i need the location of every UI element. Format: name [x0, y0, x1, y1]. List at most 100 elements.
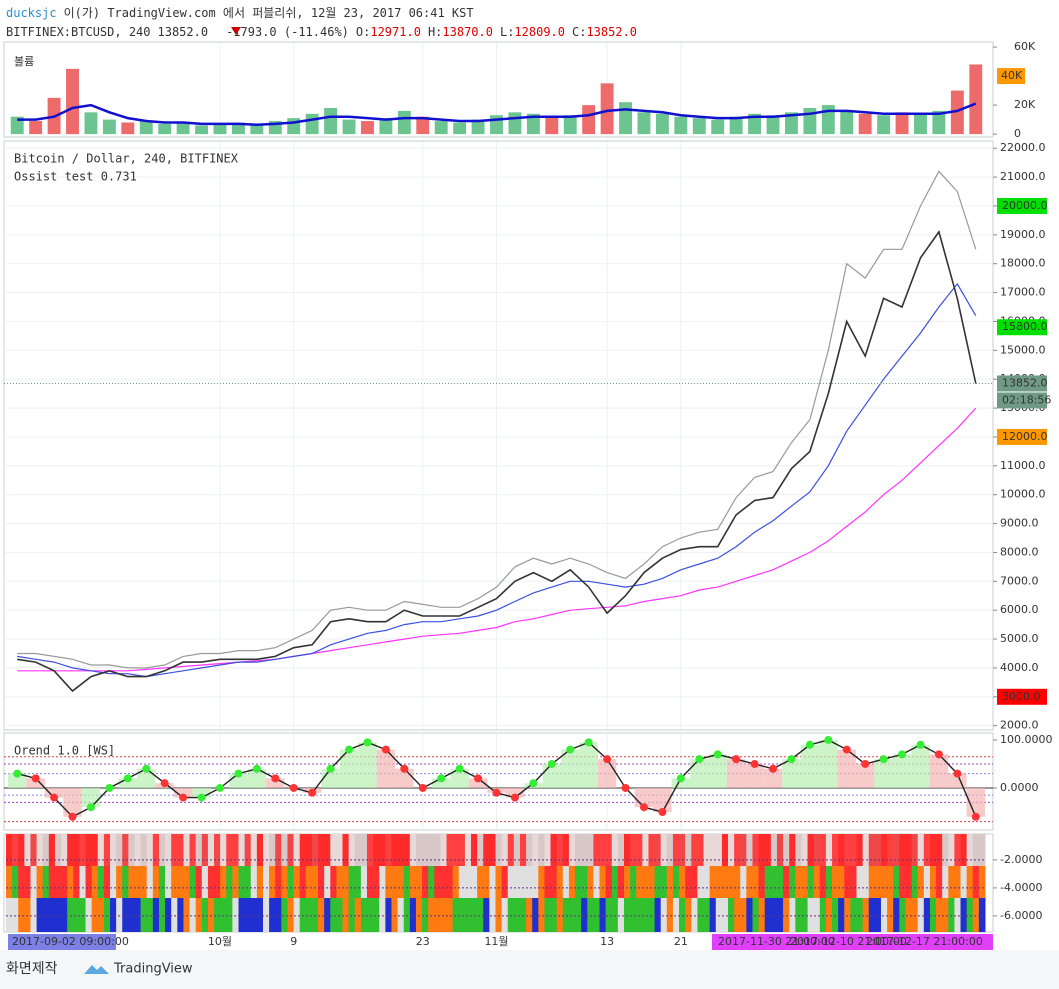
heat-cell — [165, 866, 172, 898]
heat-cell — [269, 898, 276, 932]
heat-cell — [214, 866, 221, 898]
heat-cell — [734, 898, 741, 932]
footer-brand[interactable]: TradingView — [113, 962, 193, 977]
range-box — [8, 934, 116, 950]
heat-cell — [538, 834, 545, 866]
heat-cell — [642, 866, 649, 898]
heat-cell — [617, 898, 625, 932]
volume-bar — [784, 112, 798, 135]
x-tick-label: 21 — [674, 935, 688, 948]
heat-cell — [336, 866, 344, 898]
osc-dot — [68, 812, 77, 821]
volume-bar — [637, 112, 651, 135]
heat-cell — [948, 866, 955, 898]
osc-dot — [252, 764, 261, 773]
heat-cell — [648, 898, 656, 932]
osc-fill — [321, 768, 340, 788]
heat-cell — [354, 866, 362, 898]
heat-cell — [385, 898, 392, 932]
heat-cell — [617, 866, 625, 898]
heat-cell — [648, 834, 656, 866]
heat-cell — [844, 834, 851, 866]
heat-cell — [746, 834, 753, 866]
heat-cell — [311, 834, 319, 866]
heat-cell — [893, 866, 900, 898]
volume-bar — [858, 113, 872, 135]
heat-cell — [471, 898, 478, 932]
heat-cell — [152, 834, 160, 866]
heat-cell — [415, 898, 423, 932]
osc-dot — [879, 755, 888, 764]
heat-cell — [666, 866, 674, 898]
heat-cell — [978, 834, 986, 866]
heat-cell — [623, 834, 631, 866]
heat-cell — [874, 866, 882, 898]
heat-cell — [6, 866, 13, 898]
heat-cell — [691, 866, 698, 898]
heat-cell — [458, 866, 466, 898]
osc-fill — [376, 749, 396, 788]
heat-cell — [134, 866, 142, 898]
y-tick-label: 21000.0 — [1000, 170, 1046, 183]
heat-cell — [832, 898, 839, 932]
heat-cell — [758, 866, 766, 898]
heat-cell — [544, 898, 552, 932]
osc-dot — [842, 745, 851, 754]
osc-dot — [179, 793, 188, 802]
heat-cell — [201, 866, 209, 898]
heat-cell — [819, 834, 827, 866]
y-tick-label: 4000.0 — [1000, 661, 1039, 674]
heat-cell — [617, 834, 625, 866]
heat-cell — [183, 834, 191, 866]
heat-cell — [960, 866, 968, 898]
heat-cell — [324, 866, 331, 898]
heat-cell — [458, 834, 466, 866]
heat-cell — [856, 834, 864, 866]
heat-cell — [24, 834, 31, 866]
price-label: 20000.0 — [1002, 199, 1048, 212]
heat-cell — [244, 866, 252, 898]
heat-cell — [30, 866, 38, 898]
heat-cell — [305, 866, 313, 898]
heat-cell — [348, 898, 356, 932]
heat-cell — [440, 898, 448, 932]
heat-cell — [30, 834, 38, 866]
heat-cell — [195, 866, 203, 898]
osc-dot — [824, 735, 833, 744]
osc-fill — [358, 742, 377, 788]
volume-bar — [729, 116, 743, 135]
heat-cell — [942, 834, 949, 866]
heat-cell — [238, 898, 246, 932]
volume-bar — [361, 121, 374, 135]
value-marker-box — [997, 68, 1025, 85]
heat-cell — [207, 866, 215, 898]
heat-cell — [189, 834, 197, 866]
osc-fill — [782, 759, 801, 788]
heat-cell — [880, 898, 888, 932]
heat-cell — [79, 866, 87, 898]
heat-cell — [146, 898, 154, 932]
volume-bar — [250, 125, 264, 135]
heat-cell — [391, 834, 399, 866]
heat-cell — [544, 834, 552, 866]
osc-dot — [695, 755, 704, 764]
heat-cell — [452, 866, 460, 898]
heat-cell — [275, 898, 282, 932]
heat-cell — [783, 834, 790, 866]
heat-cell — [917, 866, 925, 898]
heat-cell — [226, 834, 233, 866]
heat-cell — [256, 834, 264, 866]
heat-cell — [422, 898, 429, 932]
price-label-box — [997, 375, 1047, 392]
volume-bar — [563, 115, 577, 135]
heat-cell — [526, 834, 533, 866]
heat-cell — [24, 866, 31, 898]
heat-cell — [110, 898, 117, 932]
volume-bar — [416, 116, 430, 135]
volume-bar — [66, 68, 79, 135]
heat-cell — [30, 898, 38, 932]
heat-cell — [838, 866, 845, 898]
y-tick-label: 10000.0 — [1000, 488, 1046, 501]
last: 13852.0 — [158, 25, 209, 39]
heat-cell — [207, 898, 215, 932]
